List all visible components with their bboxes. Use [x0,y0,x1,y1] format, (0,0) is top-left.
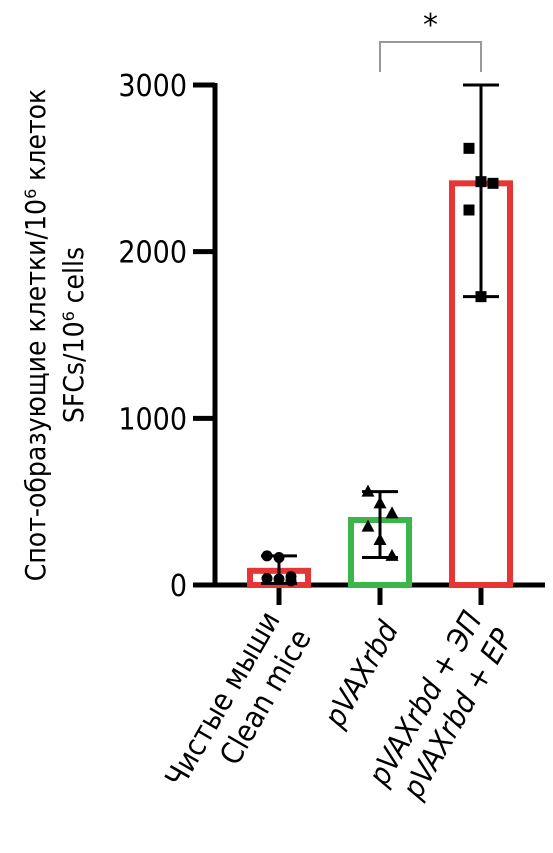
y-axis-label-line: Спот-образующие клетки/10⁶ клеток [19,89,52,582]
data-point [373,533,387,545]
data-point [373,496,387,509]
data-point [385,548,399,561]
x-tick-label: Чистые мышиClean mice [159,606,319,812]
data-point [463,142,475,154]
x-tick-label: pVAXrbd [317,615,406,734]
data-point [463,204,475,216]
data-point [475,291,487,303]
data-point [273,552,285,563]
x-tick-label-line: pVAXrbd [317,615,406,734]
data-point [261,572,273,584]
y-tick-label: 3000 [118,69,187,104]
data-point [475,176,487,188]
y-axis-label-line: SFCs/10⁶ cells [57,247,90,423]
data-point [273,573,285,585]
data-point [361,484,375,497]
data-point [385,506,399,519]
y-axis-label: Спот-образующие клетки/10⁶ клеток SFCs/10… [19,89,90,582]
data-point [361,519,375,532]
y-tick-label: 1000 [118,402,187,437]
y-tick-label: 2000 [118,236,187,271]
data-point [487,177,499,189]
data-point [261,550,273,562]
significance-bracket [379,41,482,72]
data-point [285,575,297,587]
y-tick-label: 0 [170,569,187,604]
significance-label: * [423,8,438,43]
